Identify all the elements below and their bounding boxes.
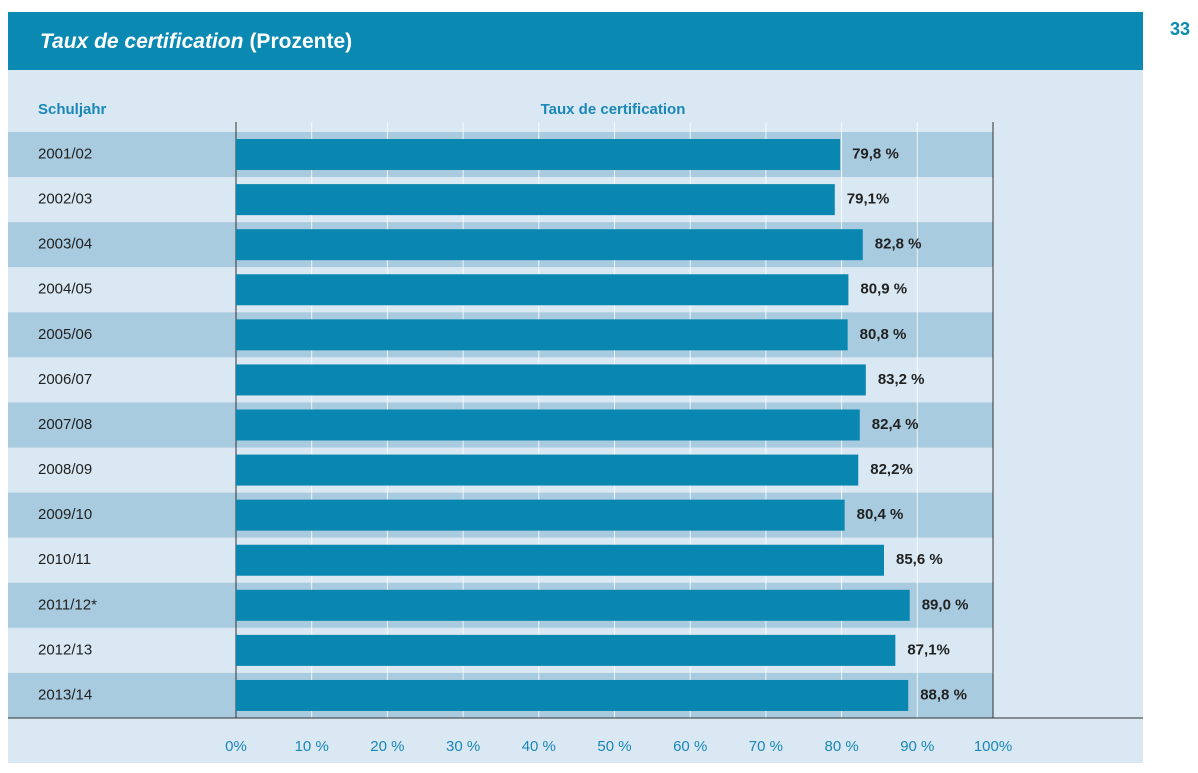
value-label: 80,9 % [860,281,907,298]
bar [236,499,845,531]
x-tick-label: 100% [974,738,1012,755]
title-suffix: (Prozente) [249,30,352,53]
bar [236,274,849,306]
x-tick-label: 80 % [824,738,858,755]
category-header: Schuljahr [38,101,107,118]
x-tick-label: 40 % [522,738,556,755]
value-header: Taux de certification [541,101,686,118]
y-tick-label: 2010/11 [38,551,91,568]
x-tick-label: 30 % [446,738,480,755]
value-label: 79,8 % [852,146,899,163]
page-number: 33 [1170,19,1190,39]
y-tick-label: 2006/07 [38,371,92,388]
bar [236,364,866,396]
x-tick-label: 60 % [673,738,707,755]
value-label: 83,2 % [878,371,925,388]
value-label: 82,2% [870,461,913,478]
bar [236,229,863,261]
x-tick-label: 10 % [295,738,329,755]
value-label: 88,8 % [920,686,967,703]
y-tick-label: 2013/14 [38,686,92,703]
bar [236,184,835,216]
bar [236,634,896,666]
value-label: 87,1% [907,641,950,658]
value-label: 80,4 % [857,506,904,523]
value-label: 89,0 % [922,596,969,613]
value-label: 79,1% [847,191,890,208]
y-tick-label: 2007/08 [38,416,92,433]
y-tick-label: 2011/12* [38,596,97,613]
title-main: Taux de certification [40,30,243,53]
bar [236,319,848,351]
y-tick-label: 2002/03 [38,191,92,208]
y-tick-label: 2001/02 [38,146,92,163]
bar [236,544,884,576]
x-tick-label: 50 % [597,738,631,755]
value-label: 80,8 % [860,326,907,343]
x-tick-label: 90 % [900,738,934,755]
bar [236,139,841,171]
y-tick-label: 2003/04 [38,236,92,253]
y-tick-label: 2008/09 [38,461,92,478]
y-tick-label: 2012/13 [38,641,92,658]
value-label: 82,4 % [872,416,919,433]
value-label: 85,6 % [896,551,943,568]
x-tick-label: 20 % [370,738,404,755]
bar [236,409,860,441]
bar [236,454,859,486]
y-tick-label: 2004/05 [38,281,92,298]
bar [236,589,910,621]
header-bar [8,12,1143,70]
x-tick-label: 70 % [749,738,783,755]
y-tick-label: 2005/06 [38,326,92,343]
x-tick-label: 0% [225,738,247,755]
y-tick-label: 2009/10 [38,506,92,523]
value-label: 82,8 % [875,236,922,253]
bar [236,679,909,711]
chart-title: Taux de certification (Prozente) [40,30,352,53]
